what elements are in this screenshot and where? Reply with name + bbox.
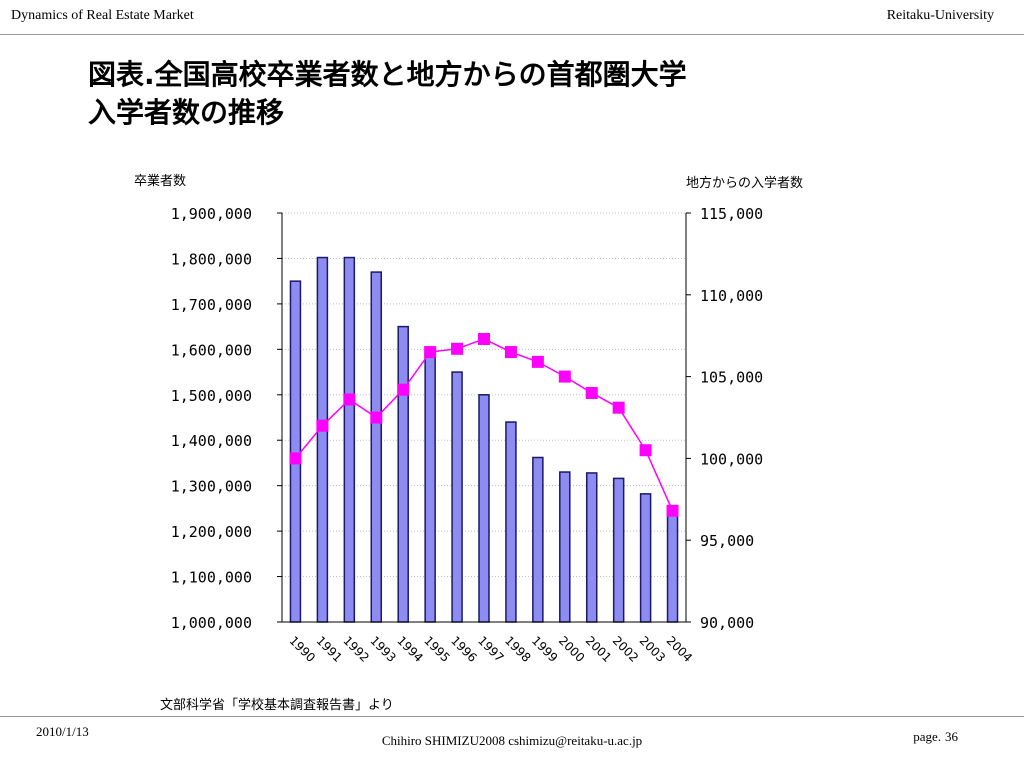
left-tick-label: 1,800,000 <box>171 250 252 268</box>
left-tick-label: 1,600,000 <box>171 341 252 359</box>
x-tick-label: 2000 <box>556 633 587 664</box>
line-marker-2002 <box>612 401 625 414</box>
line-marker-2000 <box>558 370 571 383</box>
footer-divider <box>0 716 1024 717</box>
x-tick-label: 1998 <box>502 633 533 664</box>
x-tick-label: 2004 <box>664 633 695 664</box>
right-tick-label: 105,000 <box>700 369 763 387</box>
bar-1998 <box>505 421 517 623</box>
bar-1994 <box>397 325 409 623</box>
bar-2004 <box>666 513 679 623</box>
footer-author: Chihiro SHIMIZU2008 cshimizu@reitaku-u.a… <box>381 733 643 748</box>
x-tick-label: 1991 <box>313 633 344 664</box>
x-tick-label: 2003 <box>637 633 668 664</box>
slide-title-line1: 図表.全国高校卒業者数と地方からの首都圏大学 <box>88 58 687 91</box>
right-tick-label: 110,000 <box>700 287 763 305</box>
line-marker-1998 <box>504 346 517 359</box>
x-tick-label: 1992 <box>340 633 371 664</box>
header-course-title: Dynamics of Real Estate Market <box>11 8 194 23</box>
line-marker-1993 <box>370 411 383 424</box>
line-marker-1992 <box>343 393 356 406</box>
left-tick-label: 1,700,000 <box>171 296 252 314</box>
bar-2000 <box>559 471 571 623</box>
left-tick-label: 1,400,000 <box>171 432 252 450</box>
bar-1992 <box>343 256 356 623</box>
x-tick-label: 2001 <box>583 633 614 664</box>
footer-page-label: page. <box>913 729 941 744</box>
source-note: 文部科学省「学校基本調査報告書」より <box>160 698 394 713</box>
footer-page-number: 36 <box>945 729 958 744</box>
bar-1995 <box>424 353 436 623</box>
line-marker-1991 <box>316 419 329 432</box>
line-marker-1995 <box>424 346 437 359</box>
left-axis-label: 卒業者数 <box>134 174 187 189</box>
footer-page: page. 36 <box>909 729 958 745</box>
right-tick-label: 90,000 <box>700 614 754 632</box>
slide-title-line2: 入学者数の推移 <box>88 96 285 129</box>
line-marker-1997 <box>478 332 490 345</box>
bar-1991 <box>316 256 329 623</box>
right-axis-label: 地方からの入学者数 <box>686 176 804 191</box>
x-tick-label: 1994 <box>394 633 425 664</box>
line-marker-1994 <box>397 383 410 396</box>
x-tick-label: 1999 <box>529 633 560 664</box>
footer-date: 2010/1/13 <box>36 724 89 739</box>
x-tick-label: 1990 <box>287 633 318 664</box>
bar-1996 <box>451 371 463 623</box>
left-tick-label: 1,300,000 <box>171 478 252 496</box>
line-marker-2003 <box>639 444 652 457</box>
right-tick-label: 95,000 <box>700 532 754 550</box>
x-tick-label: 1997 <box>475 633 506 664</box>
bar-1999 <box>532 456 544 623</box>
bar-2003 <box>639 493 652 623</box>
line-marker-1990 <box>289 452 302 465</box>
header-divider <box>0 34 1024 35</box>
left-tick-label: 1,000,000 <box>171 614 252 632</box>
bar-2002 <box>612 477 625 623</box>
x-tick-label: 1995 <box>421 633 452 664</box>
left-tick-label: 1,500,000 <box>171 387 252 405</box>
x-tick-label: 1993 <box>367 633 398 664</box>
line-marker-1996 <box>451 342 464 355</box>
right-tick-label: 115,000 <box>700 205 763 223</box>
bar-2001 <box>585 472 598 623</box>
left-tick-label: 1,100,000 <box>171 569 252 587</box>
header-university: Reitaku-University <box>886 8 994 23</box>
line-marker-2004 <box>666 504 679 517</box>
bar-1990 <box>289 280 302 623</box>
line-marker-1999 <box>531 355 544 368</box>
line-marker-2001 <box>585 386 598 399</box>
slide-title: 図表.全国高校卒業者数と地方からの首都圏大学 入学者数の推移 <box>88 56 908 132</box>
left-tick-label: 1,900,000 <box>171 205 252 223</box>
x-tick-label: 1996 <box>448 633 479 664</box>
x-tick-label: 2002 <box>610 633 641 664</box>
right-tick-label: 100,000 <box>700 450 763 468</box>
left-tick-label: 1,200,000 <box>171 523 252 541</box>
bar-1993 <box>370 271 383 623</box>
combo-chart: 1,000,000 1,100,000 1,200,000 1,300,000 1,40… <box>171 205 764 665</box>
bar-1997 <box>478 394 490 623</box>
